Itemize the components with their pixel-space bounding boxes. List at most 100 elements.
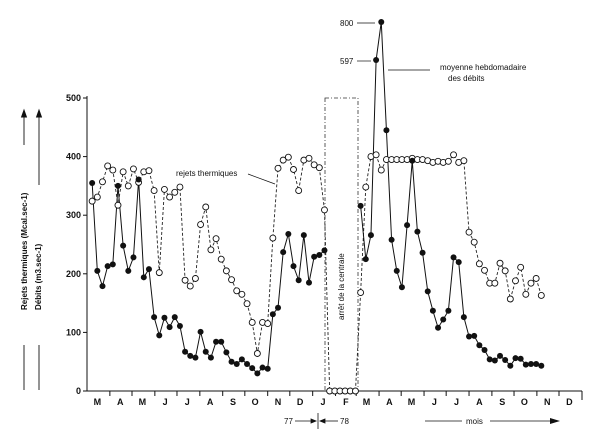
month-label: J (163, 397, 168, 407)
debits-point (89, 179, 96, 186)
debits-point (538, 362, 545, 369)
rejets-point (460, 157, 468, 165)
month-label: F (343, 397, 349, 407)
debits-point (316, 252, 323, 259)
ylabel-arrows (20, 108, 43, 390)
debits-point (280, 249, 287, 256)
month-label: M (139, 397, 147, 407)
debits-point (367, 232, 374, 239)
debits-point (109, 261, 116, 268)
debits-point (393, 267, 400, 274)
debits-point (305, 279, 312, 286)
debits-point (125, 267, 132, 274)
rejets-point (145, 167, 153, 175)
debits-point (223, 349, 230, 356)
debits-point (383, 127, 390, 134)
year-separator (295, 413, 338, 429)
rejets-point (357, 289, 365, 297)
debits-point (259, 364, 266, 371)
rejets-point (269, 234, 277, 242)
rejets-point (130, 165, 137, 173)
rejets-point (119, 168, 127, 176)
rejets-point (537, 292, 545, 299)
rejets-point (186, 282, 194, 290)
y-ticks: 0 100 200 300 400 500 (66, 93, 87, 396)
debits-point (388, 236, 395, 243)
debits-point (414, 228, 421, 235)
debits-point (171, 314, 178, 321)
ylabel-debits: Débits (m3.sec-1) (34, 243, 43, 310)
month-label: D (566, 397, 573, 407)
debits-point (460, 314, 467, 321)
debits-point (311, 253, 318, 260)
rejets-point (470, 238, 478, 246)
debits-point (187, 352, 194, 359)
debits-point (466, 333, 473, 340)
series-points (88, 19, 545, 395)
debits-point (233, 361, 240, 368)
debits-point (522, 361, 529, 368)
month-label: S (499, 397, 505, 407)
month-label: A (117, 397, 124, 407)
arret-box (324, 97, 359, 392)
month-label: O (252, 397, 259, 407)
debits-point (373, 57, 380, 63)
debits-point (450, 254, 457, 261)
debits-point (290, 263, 297, 270)
rejets-point (93, 193, 101, 201)
debits-point (497, 352, 504, 359)
month-label: A (207, 397, 214, 407)
debits-point (362, 256, 369, 263)
month-label: M (363, 397, 371, 407)
debits-point (145, 266, 152, 273)
debits-point (161, 314, 168, 321)
rejets-point (506, 295, 514, 303)
rejets-point (310, 161, 318, 169)
rejets-point (274, 164, 282, 172)
debits-point (445, 307, 452, 314)
debits-point (192, 354, 199, 361)
month-label: J (185, 397, 190, 407)
debits-point (409, 157, 416, 164)
month-label: A (386, 397, 393, 407)
xlabel-mois: mois (466, 417, 483, 426)
debits-point (140, 274, 147, 281)
debits-point (197, 328, 204, 335)
debits-point (254, 370, 261, 377)
debits-point (512, 355, 519, 362)
rejets-point (166, 193, 174, 201)
debits-point (166, 324, 173, 331)
month-label: M (408, 397, 416, 407)
peak-597-label: 597 (340, 57, 354, 66)
peak-800-label: 800 (340, 19, 354, 28)
debits-point (249, 365, 256, 372)
month-label: D (297, 397, 304, 407)
rejets-point (248, 318, 256, 326)
rejets-leader (247, 173, 276, 185)
rejets-point (496, 259, 504, 267)
y-tick-label: 500 (66, 93, 81, 103)
debits-point (120, 242, 127, 249)
month-label: O (521, 397, 528, 407)
rejets-point (279, 156, 287, 164)
rejets-point (124, 182, 132, 190)
debits-point (378, 19, 385, 25)
y-tick-label: 100 (66, 327, 81, 337)
rejets-point (88, 197, 96, 205)
moyenne-annotation-1: moyenne hebdomadaire (440, 63, 527, 72)
rejets-point (517, 263, 525, 271)
debits-point (424, 288, 431, 295)
debits-point (176, 322, 183, 329)
rejets-point (377, 166, 385, 174)
year-77: 77 (284, 417, 293, 426)
debits-point (440, 316, 447, 323)
y-tick-label: 200 (66, 269, 81, 279)
rejets-point (491, 279, 499, 287)
debits-point (228, 358, 235, 365)
arret-label: arrêt de la centrale (337, 253, 346, 320)
debits-point (104, 263, 111, 270)
rejets-point (197, 221, 205, 229)
rejets-point (475, 260, 483, 268)
rejets-point (217, 255, 225, 263)
rejets-point (481, 266, 488, 274)
